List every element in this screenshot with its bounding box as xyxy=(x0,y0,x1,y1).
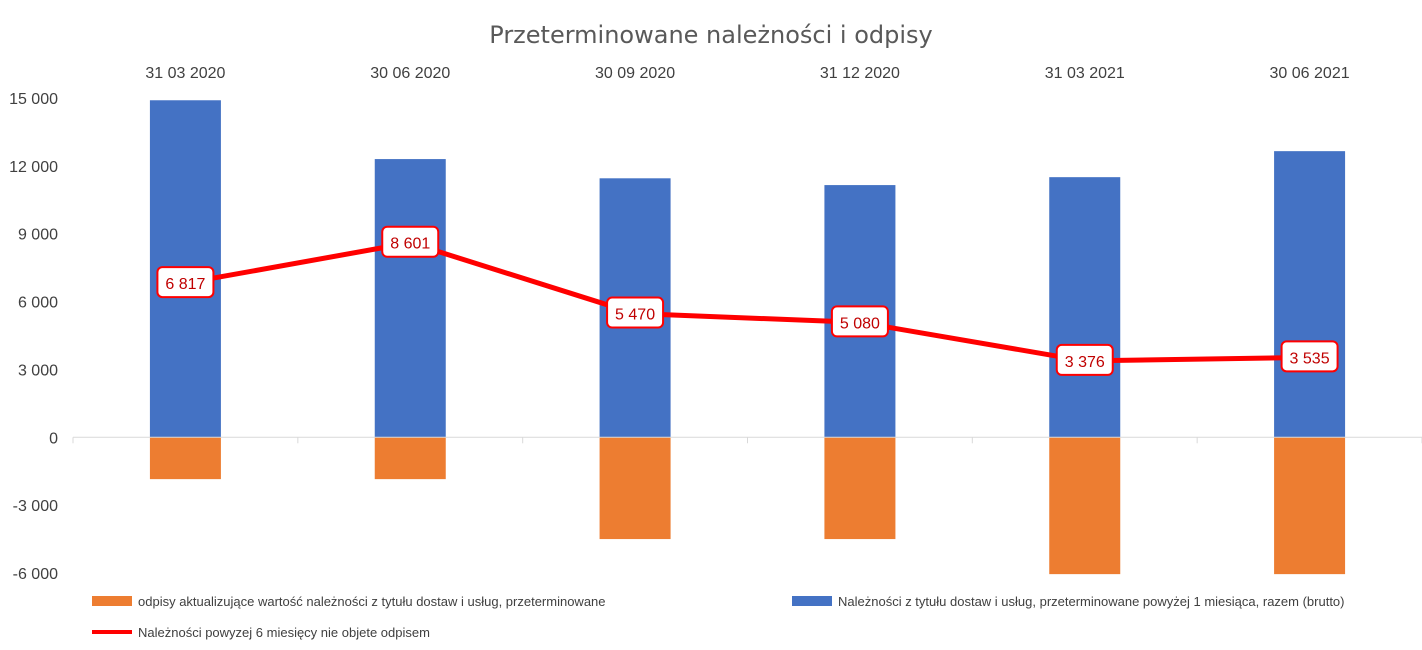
y-tick-label: 6 000 xyxy=(18,295,58,312)
bar-receivables xyxy=(374,159,446,438)
data-label-box xyxy=(1280,340,1339,373)
category-label: 30 06 2020 xyxy=(370,65,450,82)
bars xyxy=(149,100,1346,575)
bar-writedowns xyxy=(599,437,671,540)
bar-writedowns xyxy=(149,437,221,480)
data-label-box xyxy=(830,305,889,338)
legend: odpisy aktualizujące wartość należności … xyxy=(92,594,1345,640)
y-tick-label: 3 000 xyxy=(18,362,58,379)
data-label: 3 535 xyxy=(1290,350,1330,367)
data-label: 5 080 xyxy=(840,315,880,332)
data-label: 3 376 xyxy=(1065,354,1105,371)
line-series: 6 817 8 601 5 470 5 080 3 376 3 535 xyxy=(156,225,1339,376)
bar-writedowns xyxy=(824,437,896,540)
data-label-box xyxy=(606,296,665,329)
line-over-6-months xyxy=(182,240,1313,364)
category-label: 30 09 2020 xyxy=(595,65,675,82)
legend-swatch-blue xyxy=(792,596,832,606)
bar-writedowns xyxy=(1274,437,1346,575)
legend-label-receivables: Należności z tytułu dostaw i usług, prze… xyxy=(838,594,1345,609)
bar-writedowns xyxy=(1049,437,1121,575)
category-label: 31 03 2020 xyxy=(145,65,225,82)
bar-writedowns xyxy=(374,437,446,480)
legend-label-over-6-months: Należności powyzej 6 miesięcy nie objete… xyxy=(138,625,430,640)
y-tick-label: -3 000 xyxy=(13,498,58,515)
legend-label-writedowns: odpisy aktualizujące wartość należności … xyxy=(138,594,606,609)
category-label: 31 03 2021 xyxy=(1045,65,1125,82)
data-label: 8 601 xyxy=(390,236,430,253)
chart-title: Przeterminowane należności i odpisy xyxy=(489,21,932,49)
data-label-box xyxy=(156,266,215,299)
x-axis-ticks xyxy=(72,437,1422,444)
data-label-box xyxy=(1055,343,1114,376)
data-label-box xyxy=(381,225,440,258)
data-label: 6 817 xyxy=(165,276,205,293)
category-label: 31 12 2020 xyxy=(820,65,900,82)
y-tick-label: -6 000 xyxy=(13,566,58,583)
data-label: 5 470 xyxy=(615,307,655,324)
bar-receivables xyxy=(1274,151,1346,438)
y-tick-label: 0 xyxy=(49,430,58,447)
legend-swatch-orange xyxy=(92,596,132,606)
y-axis: 15 000 12 000 9 000 6 000 3 000 0 -3 000 -6 000 xyxy=(9,91,58,583)
y-tick-label: 15 000 xyxy=(9,91,58,108)
category-labels: 31 03 2020 30 06 2020 30 09 2020 31 12 2020… xyxy=(145,65,1349,82)
y-tick-label: 12 000 xyxy=(9,159,58,176)
bar-receivables xyxy=(1049,177,1121,438)
category-label: 30 06 2021 xyxy=(1270,65,1350,82)
y-tick-label: 9 000 xyxy=(18,227,58,244)
